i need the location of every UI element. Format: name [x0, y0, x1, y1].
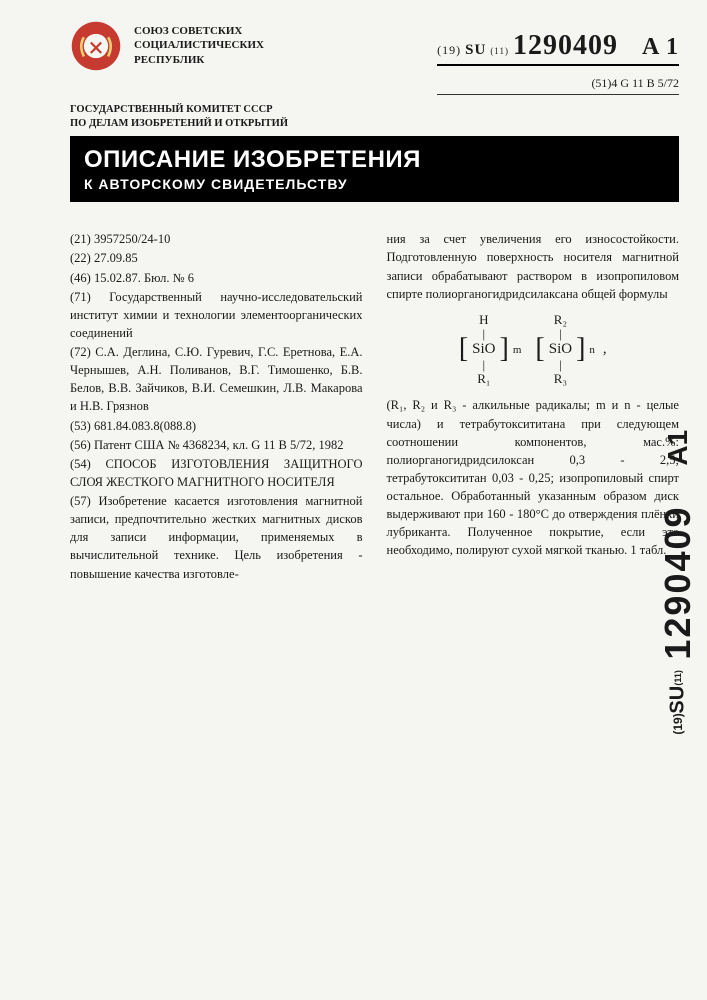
side-number: 1290409 — [657, 506, 699, 660]
side-tab: (19) SU (11) 1290409 A1 — [657, 430, 699, 735]
field-57-right-a: ния за счет увеличения его износостойкос… — [387, 230, 680, 303]
side-country: SU — [667, 685, 690, 713]
field-54: (54) СПОСОБ ИЗГОТОВЛЕНИЯ ЗАЩИТНОГО СЛОЯ … — [70, 455, 363, 491]
committee-name: ГОСУДАРСТВЕННЫЙ КОМИТЕТ СССР ПО ДЕЛАМ ИЗ… — [70, 103, 679, 130]
formula-r1: R₁ — [477, 372, 490, 386]
side-kind: A1 — [662, 430, 694, 466]
formula-r3: R₃ — [554, 372, 567, 386]
formula-sio-2: SiO — [549, 341, 572, 358]
field-11: (11) — [490, 46, 509, 56]
field-57-left: (57) Изобретение касается изготовления м… — [70, 492, 363, 583]
chemical-formula: [ H | SiO | R₁ ]m [ R₂ | SiO — [387, 313, 680, 387]
document-number-block: (19) SU (11) 1290409 A 1 (51)4 G 11 B 5/… — [437, 20, 679, 95]
patent-number: 1290409 — [513, 30, 618, 61]
body-columns: (21) 3957250/24-10 (22) 27.09.85 (46) 15… — [70, 230, 679, 583]
formula-r2: R₂ — [554, 313, 567, 327]
field-72: (72) С.А. Деглина, С.Ю. Гуревич, Г.С. Ер… — [70, 343, 363, 416]
field-19: (19) — [437, 43, 461, 57]
patent-page: СОЮЗ СОВЕТСКИХ СОЦИАЛИСТИЧЕСКИХ РЕСПУБЛИ… — [0, 0, 707, 1000]
title-block: ОПИСАНИЕ ИЗОБРЕТЕНИЯ К АВТОРСКОМУ СВИДЕТ… — [70, 138, 679, 200]
side-sub: (11) — [673, 670, 683, 686]
union-text: СОЮЗ СОВЕТСКИХ СОЦИАЛИСТИЧЕСКИХ РЕСПУБЛИ… — [134, 20, 425, 67]
formula-m: m — [513, 344, 522, 356]
column-left: (21) 3957250/24-10 (22) 27.09.85 (46) 15… — [70, 230, 363, 583]
header-row: СОЮЗ СОВЕТСКИХ СОЦИАЛИСТИЧЕСКИХ РЕСПУБЛИ… — [70, 20, 679, 95]
formula-h: H — [479, 313, 488, 327]
side-prefix: (19) — [671, 713, 685, 734]
formula-n: n — [589, 344, 595, 356]
field-71: (71) Государственный научно-исследовател… — [70, 288, 363, 342]
ipc-classification: (51)4 G 11 B 5/72 — [437, 76, 679, 95]
separator-under-title — [70, 200, 679, 202]
column-right: ния за счет увеличения его износостойкос… — [387, 230, 680, 583]
field-46: (46) 15.02.87. Бюл. № 6 — [70, 269, 363, 287]
field-21: (21) 3957250/24-10 — [70, 230, 363, 248]
field-57-right-b: (R₁, R₂ и R₃ - алкильные радикалы; m и n… — [387, 396, 680, 559]
country-code: SU — [465, 42, 486, 58]
title-main: ОПИСАНИЕ ИЗОБРЕТЕНИЯ — [84, 146, 665, 174]
formula-sio-1: SiO — [472, 341, 495, 358]
field-56: (56) Патент США № 4368234, кл. G 11 B 5/… — [70, 436, 363, 454]
title-sub: К АВТОРСКОМУ СВИДЕТЕЛЬСТВУ — [84, 176, 665, 192]
field-53: (53) 681.84.083.8(088.8) — [70, 417, 363, 435]
kind-code: A 1 — [622, 34, 679, 60]
state-emblem-icon — [70, 20, 122, 72]
field-22: (22) 27.09.85 — [70, 249, 363, 267]
